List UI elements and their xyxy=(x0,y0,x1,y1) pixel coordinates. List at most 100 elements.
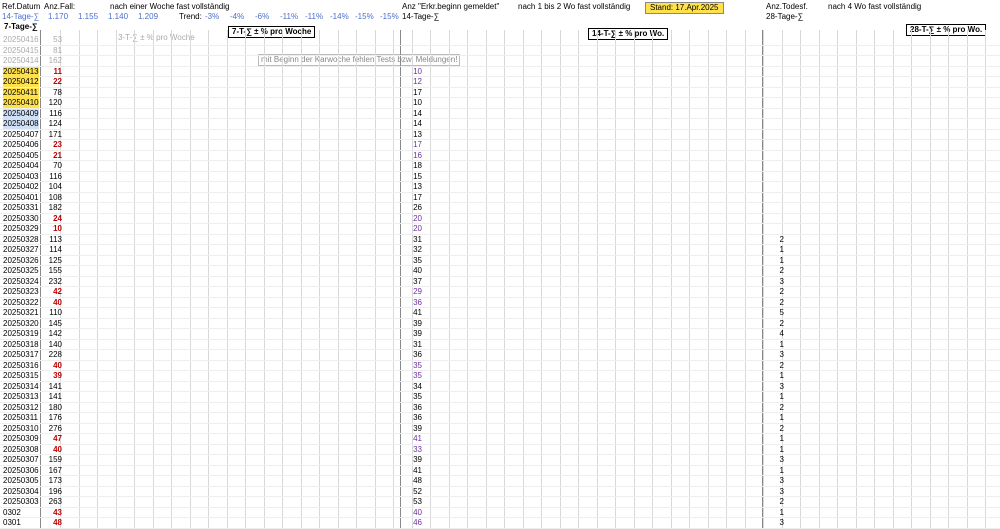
row-line xyxy=(0,349,1000,350)
row-line xyxy=(0,296,1000,298)
grid-column xyxy=(356,30,357,529)
date-cell: 20250405 xyxy=(3,150,39,160)
deaths-cell: 3 xyxy=(779,486,784,496)
row-line xyxy=(0,170,1000,172)
cases-cell: 196 xyxy=(48,486,62,496)
date-cell: 20250310 xyxy=(3,423,39,433)
row-line xyxy=(0,391,1000,392)
onset-cell: 15 xyxy=(413,171,422,181)
cases-cell: 141 xyxy=(48,392,62,401)
cases-cell: 108 xyxy=(48,192,62,202)
grid-column xyxy=(338,30,339,529)
deaths-cell: 1 xyxy=(779,507,784,517)
onset-cell: 10 xyxy=(413,66,422,76)
onset-cell: 33 xyxy=(413,444,422,454)
grid-column xyxy=(393,30,394,529)
deaths-cell: 1 xyxy=(779,444,784,454)
onset-cell: 41 xyxy=(413,465,422,475)
onset-cell: 14 xyxy=(413,119,422,128)
date-cell: 20250330 xyxy=(3,213,39,223)
row-line xyxy=(0,86,1000,88)
date-cell: 20250412 xyxy=(3,77,39,87)
cases-cell: 276 xyxy=(48,423,62,433)
deaths-note: nach 4 Wo fast vollständig xyxy=(828,2,922,11)
row-line xyxy=(0,118,1000,119)
row-line xyxy=(0,506,1000,508)
onset-cell: 13 xyxy=(413,182,422,191)
date-cell: 20250319 xyxy=(3,329,39,338)
cases-cell: 40 xyxy=(53,297,62,307)
grid-column xyxy=(597,30,598,529)
onset-cell: 35 xyxy=(413,371,422,380)
trend-value: -15% xyxy=(355,12,374,21)
onset-cell: 35 xyxy=(413,392,422,401)
cases-cell: 78 xyxy=(53,87,62,97)
onset-cell: 16 xyxy=(413,150,422,160)
row-line xyxy=(0,380,1000,382)
date-cell: 20250318 xyxy=(3,339,39,349)
cases-cell: 23 xyxy=(53,140,62,149)
deaths-cell: 2 xyxy=(779,402,784,412)
ref-header: Ref.Datum xyxy=(2,2,41,11)
grid-column xyxy=(578,30,579,529)
onset-title: Anz "Erkr.beginn gemeldet" xyxy=(402,2,500,11)
sum14-value: 1.140 xyxy=(108,12,129,21)
date-cell: 20250315 xyxy=(3,371,39,380)
date-cell: 20250309 xyxy=(3,434,39,443)
grid-column xyxy=(190,30,191,529)
onset-cell: 26 xyxy=(413,203,422,212)
onset-note: nach 1 bis 2 Wo fast vollständig xyxy=(518,2,631,11)
cases-cell: 232 xyxy=(48,276,62,286)
grid-column xyxy=(837,30,838,529)
deaths-cell: 1 xyxy=(779,392,784,401)
cases-cell: 114 xyxy=(49,245,62,254)
trend-value: -11% xyxy=(280,12,299,21)
grid-column xyxy=(541,30,542,529)
row-line xyxy=(0,76,1000,77)
row-line xyxy=(0,485,1000,487)
row-line xyxy=(0,233,1000,235)
onset-cell: 13 xyxy=(413,129,422,139)
grid-column xyxy=(467,30,468,529)
grid-column xyxy=(504,30,505,529)
grid-column xyxy=(689,30,690,529)
row-line xyxy=(0,464,1000,466)
grid-column xyxy=(856,30,857,529)
cases-cell: 70 xyxy=(53,161,62,170)
onset-cell: 41 xyxy=(413,434,422,443)
row-line xyxy=(0,160,1000,161)
row-line xyxy=(0,244,1000,245)
grid-column xyxy=(245,30,246,529)
grid-column xyxy=(652,30,653,529)
grid-column xyxy=(874,30,875,529)
row-line xyxy=(0,496,1000,497)
cases-cell: 159 xyxy=(48,455,62,464)
onset-cell: 34 xyxy=(413,381,422,391)
date-cell: 20250321 xyxy=(3,308,39,317)
row-line xyxy=(0,454,1000,455)
row-line xyxy=(0,433,1000,434)
row-line xyxy=(0,370,1000,371)
cases-cell: 43 xyxy=(53,507,62,517)
onset-cell: 37 xyxy=(413,276,422,286)
grid-column xyxy=(782,30,783,529)
date-cell: 20250326 xyxy=(3,255,39,265)
row-line xyxy=(0,212,1000,214)
row-line xyxy=(0,307,1000,308)
date-cell: 20250311 xyxy=(3,413,38,422)
onset-cell: 12 xyxy=(413,77,422,86)
trend-value: -14% xyxy=(330,12,349,21)
date-cell: 20250304 xyxy=(3,486,39,496)
deaths-cell: 2 xyxy=(779,423,784,433)
date-cell: 20250328 xyxy=(3,234,39,244)
date-cell: 20250406 xyxy=(3,140,39,149)
cases-cell: 142 xyxy=(48,329,62,338)
row-line xyxy=(0,401,1000,403)
onset-cell: 32 xyxy=(413,245,422,254)
trend-value: -6% xyxy=(255,12,270,21)
cases-cell: 39 xyxy=(53,371,62,380)
cases-cell: 116 xyxy=(49,108,62,118)
row-line xyxy=(0,422,1000,424)
sum14-value: 1.170 xyxy=(48,12,69,21)
row-line xyxy=(0,412,1000,413)
